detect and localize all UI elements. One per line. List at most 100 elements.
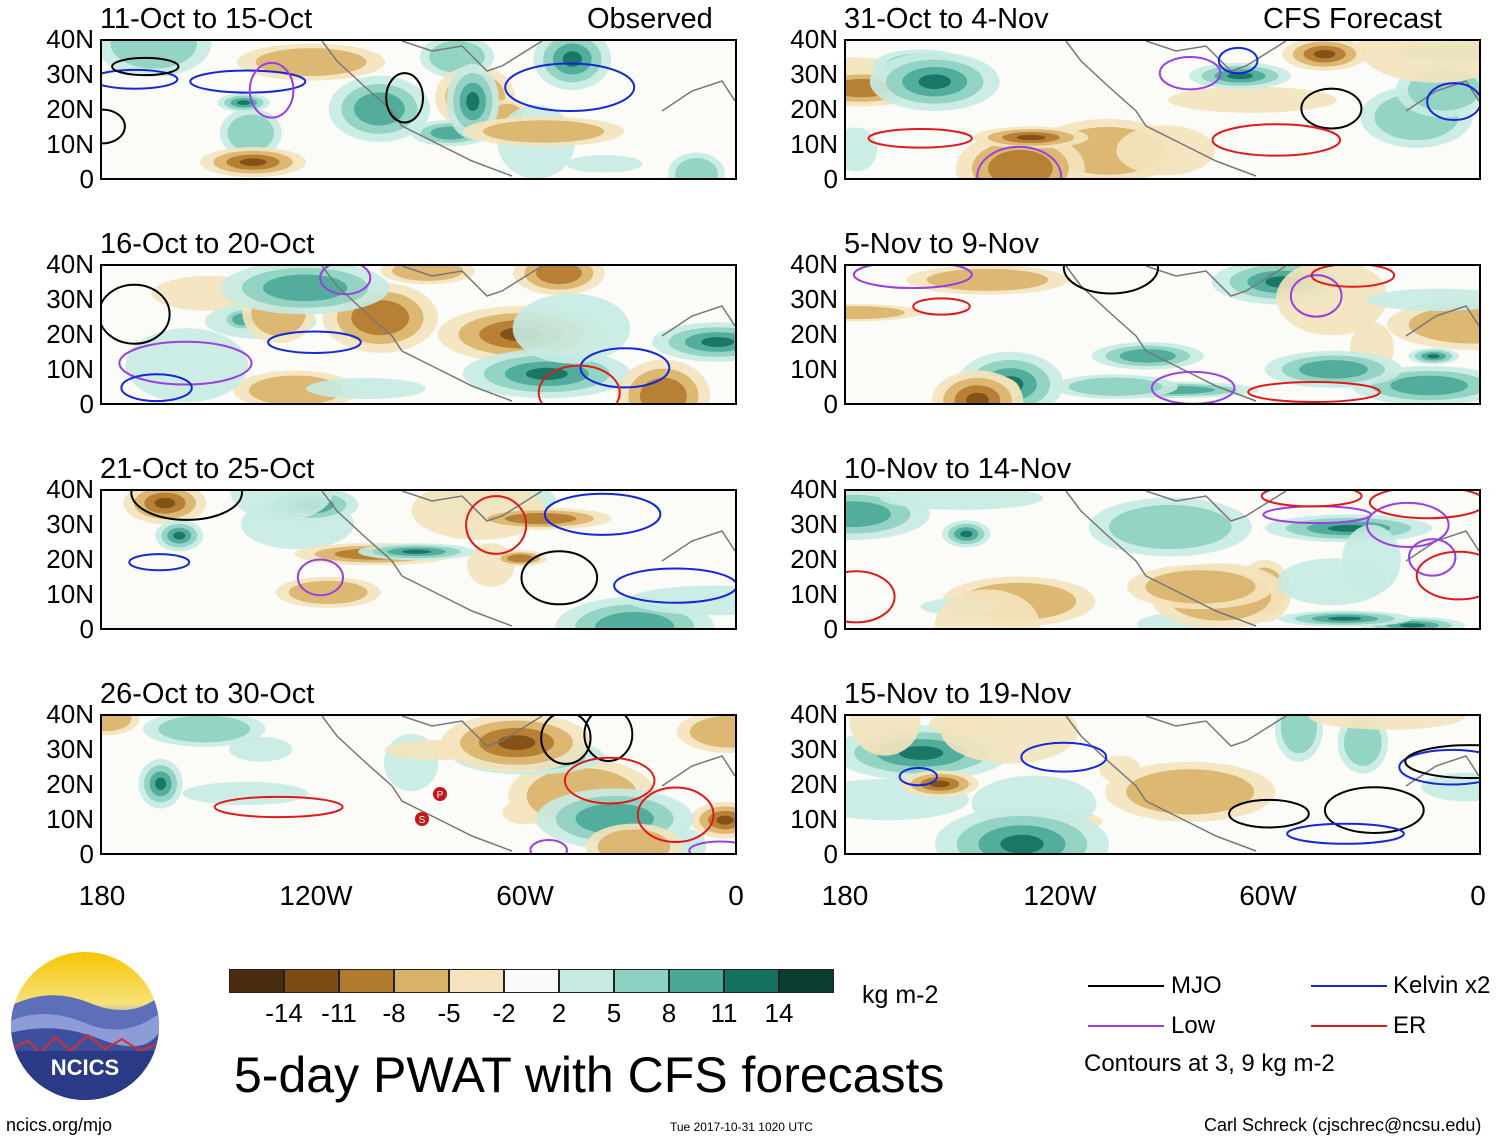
colorbar-tick-label: 5 [606,998,622,1028]
pwat-anomaly-shade [1126,769,1255,815]
lat-label: 30N [46,734,94,764]
pwat-anomaly-shade [1343,719,1382,766]
pwat-anomaly-shade [1116,125,1216,176]
lat-label: 30N [790,734,838,764]
wave-contour [1368,491,1479,520]
pwat-anomaly-shade [1399,623,1426,628]
wave-contour [1211,123,1342,157]
panel-title: 15-Nov to 19-Nov [844,678,1072,710]
pwat-anomaly-shade [229,736,293,762]
colorbar-swatch [724,969,779,993]
wave-contour [613,567,735,604]
pwat-anomaly-shade [934,589,1041,628]
colorbar-swatch [669,969,724,993]
lat-label: 20N [46,94,94,124]
wave-contour [319,266,372,296]
map-frame [844,264,1481,405]
pwat-anomaly-shade [1390,375,1468,396]
lat-label: 0 [79,164,94,194]
lat-label: 40N [790,249,838,279]
lat-label: 40N [46,699,94,729]
pwat-anomaly-shade [1276,266,1388,336]
colorbar-tick-label: 14 [764,998,794,1028]
pwat-anomaly-shade [918,74,951,90]
colorbar-tick-label: -2 [492,998,516,1028]
wave-contour [563,756,656,805]
wave-contour [1289,274,1343,318]
pwat-anomaly-shade [1314,49,1336,59]
colorbar-tick-label: 11 [710,998,738,1028]
pwat-anomaly-shade [1328,616,1362,621]
colorbar-tick-label: -8 [382,998,406,1028]
lat-label: 10N [790,129,838,159]
colorbar-swatch [504,969,559,993]
pwat-anomaly-shade [255,48,367,76]
colorbar-swatch [449,969,504,993]
wave-contour [1415,550,1479,601]
panel-title: 16-Oct to 20-Oct [100,228,315,260]
lat-label: 0 [823,164,838,194]
legend-label: MJO [1171,972,1222,999]
wave-contour [267,330,362,354]
pwat-anomaly-shade [173,531,186,540]
pwat-anomaly-shade [1277,558,1388,606]
footer-url[interactable]: ncics.org/mjo [6,1115,113,1135]
lat-label: 20N [790,319,838,349]
legend-swatch-kelvin [1311,985,1387,987]
pwat-anomaly-shade [125,328,249,403]
panel-title: 21-Oct to 25-Oct [100,453,315,485]
wave-contour [1247,380,1381,403]
colorbar-tick-label: -5 [437,998,461,1028]
pwat-anomaly-shade [1427,354,1440,359]
colorbar-swatch [394,969,449,993]
pwat-anomaly-shade [512,293,631,364]
lon-label: 0 [1470,880,1486,911]
svg-text:P: P [437,790,444,801]
coastline [321,491,735,627]
lat-label: 20N [46,544,94,574]
pwat-anomaly-shade [155,777,167,791]
wave-contour [688,840,735,853]
wave-contour [504,62,636,113]
wave-contour [213,795,344,819]
wave-contour [102,108,126,145]
wave-contour [583,716,634,762]
wave-contour [1158,55,1222,91]
colorbar-swatch [284,969,339,993]
wave-contour [1300,87,1363,130]
pwat-anomaly-shade [306,377,426,400]
colorbar-tick-label: 8 [661,998,677,1028]
map-frame [844,714,1481,855]
lat-label: 20N [790,94,838,124]
legend-note: Contours at 3, 9 kg m-2 [1084,1050,1335,1077]
lat-label: 40N [790,474,838,504]
pwat-anomaly-shade [536,266,582,285]
colorbar-swatch [614,969,669,993]
storm-marker: S [415,812,429,826]
map-frame [844,489,1481,630]
coastline [321,41,735,177]
colorbar-units: kg m-2 [862,981,939,1009]
wave-contour [1404,744,1479,779]
wave-contour [540,716,592,765]
map-frame [844,39,1481,180]
legend-label: ER [1393,1012,1427,1039]
lat-label: 10N [46,354,94,384]
pwat-anomaly-shade [960,530,973,538]
lat-label: 10N [790,579,838,609]
wave-contour [846,570,896,624]
pwat-anomaly-shade [483,120,605,143]
pwat-anomaly-shade [110,41,197,69]
svg-text:S: S [419,815,426,826]
lat-label: 10N [46,129,94,159]
legend-label: Low [1171,1012,1216,1039]
footer-timestamp: Tue 2017-10-31 1020 UTC [670,1120,813,1134]
wave-contour [529,839,568,853]
pwat-anomaly-shade [1167,86,1337,113]
pwat-anomaly-shade [929,716,998,737]
pwat-anomaly-shade [1109,504,1232,550]
lon-label: 180 [78,880,126,911]
colorbar-swatch [339,969,394,993]
lat-label: 0 [823,614,838,644]
pwat-anomaly-shade [401,549,432,554]
